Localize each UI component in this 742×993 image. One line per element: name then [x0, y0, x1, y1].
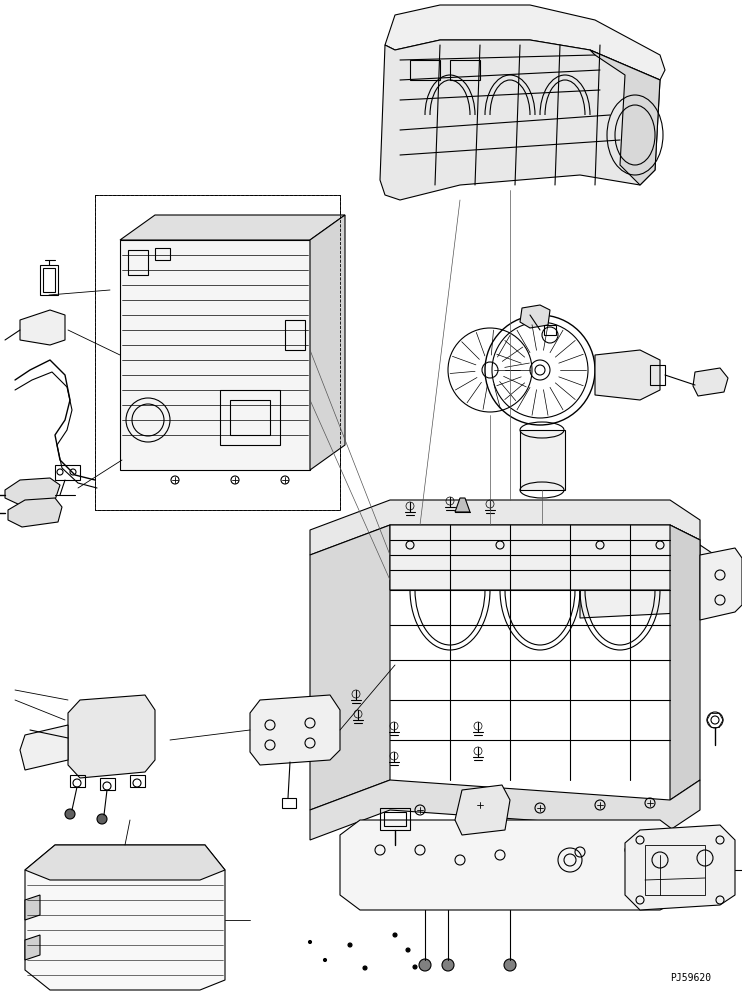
Polygon shape [310, 500, 700, 555]
Polygon shape [625, 825, 735, 910]
Polygon shape [25, 935, 40, 960]
Bar [100, 778, 115, 790]
Circle shape [324, 958, 326, 961]
Bar [43, 268, 55, 292]
Bar [230, 400, 270, 435]
Bar [130, 775, 145, 787]
Polygon shape [590, 50, 660, 185]
Circle shape [442, 959, 454, 971]
Polygon shape [580, 545, 715, 618]
Bar [55, 465, 80, 480]
Polygon shape [693, 368, 728, 396]
Bar [410, 60, 440, 80]
Circle shape [504, 959, 516, 971]
Polygon shape [310, 780, 700, 840]
Polygon shape [455, 785, 510, 835]
Bar [645, 845, 705, 895]
Polygon shape [340, 820, 680, 910]
Circle shape [97, 814, 107, 824]
Circle shape [348, 943, 352, 947]
Bar [384, 812, 406, 826]
Bar [70, 775, 85, 787]
Bar [650, 365, 665, 385]
Polygon shape [310, 525, 390, 810]
Polygon shape [25, 895, 40, 920]
Polygon shape [68, 695, 155, 778]
Polygon shape [25, 845, 225, 990]
Circle shape [65, 809, 75, 819]
Circle shape [406, 948, 410, 952]
Bar [380, 808, 410, 830]
Polygon shape [250, 695, 340, 765]
Polygon shape [670, 525, 700, 800]
Circle shape [363, 966, 367, 970]
Polygon shape [20, 725, 68, 770]
Polygon shape [120, 240, 310, 470]
Polygon shape [20, 310, 65, 345]
Polygon shape [700, 548, 742, 620]
Polygon shape [120, 215, 345, 240]
Bar [282, 798, 296, 808]
Bar [285, 320, 305, 350]
Bar [544, 325, 556, 335]
Polygon shape [25, 845, 225, 880]
Circle shape [309, 940, 312, 943]
Bar [450, 60, 480, 80]
Polygon shape [390, 525, 700, 600]
Polygon shape [520, 305, 550, 328]
Polygon shape [8, 498, 62, 527]
Circle shape [413, 965, 417, 969]
Bar [40, 265, 58, 295]
Polygon shape [385, 5, 665, 80]
Text: PJ59620: PJ59620 [670, 973, 711, 983]
Bar [155, 248, 170, 260]
Circle shape [393, 933, 397, 937]
Circle shape [419, 959, 431, 971]
Polygon shape [595, 350, 660, 400]
Polygon shape [310, 215, 345, 470]
Polygon shape [380, 40, 660, 200]
Bar [220, 390, 280, 445]
Polygon shape [455, 498, 470, 512]
Bar [128, 250, 148, 275]
Polygon shape [520, 430, 565, 490]
Polygon shape [5, 478, 60, 505]
